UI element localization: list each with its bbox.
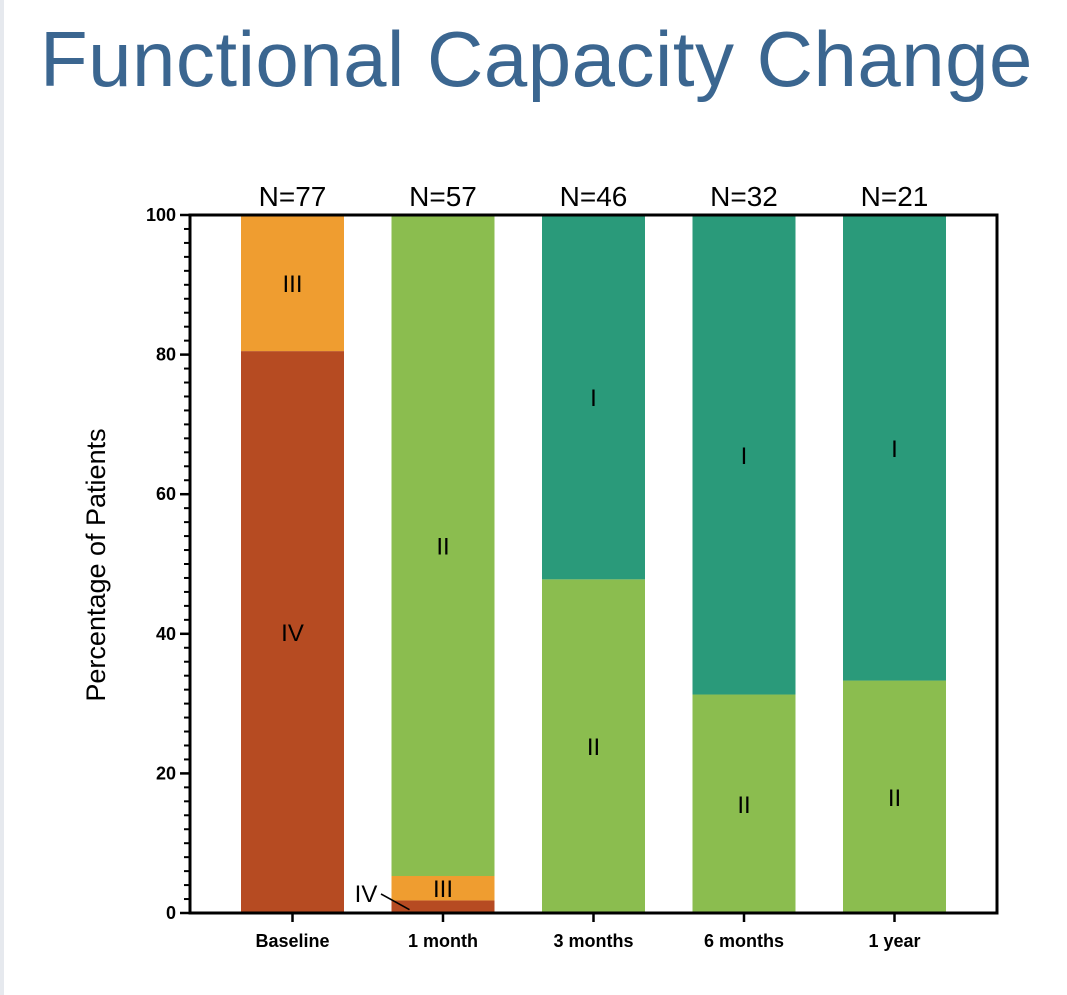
annotation-leader-1-month-class-iv bbox=[380, 893, 410, 911]
segment-label-3-months-class-i: I bbox=[590, 385, 597, 412]
bar-1-month-class-iii bbox=[391, 876, 495, 901]
y-tick-label-80: 80 bbox=[156, 345, 176, 365]
y-tick-label-100: 100 bbox=[146, 205, 176, 225]
bar-baseline-class-iv bbox=[241, 351, 344, 913]
x-tick-labels-layer: Baseline 1 month 3 months 6 months 1 year bbox=[255, 931, 920, 951]
axes-layer: 0 20 40 60 80 100 bbox=[146, 205, 999, 923]
bar-1-year-class-ii bbox=[843, 680, 946, 913]
segment-label-6-months-class-i: I bbox=[741, 443, 748, 470]
page-edge bbox=[0, 0, 4, 995]
bar-6-months-class-ii bbox=[692, 694, 796, 913]
bars-layer bbox=[241, 215, 946, 913]
segment-label-1-year-class-i: I bbox=[891, 436, 898, 463]
segment-label-1-month-class-iii: III bbox=[433, 876, 453, 903]
bar-baseline-class-iii bbox=[241, 215, 344, 352]
segment-label-1-month-class-ii: II bbox=[436, 534, 449, 561]
segment-label-baseline-class-iii: III bbox=[282, 271, 302, 298]
x-tick-label-1-month: 1 month bbox=[408, 931, 478, 951]
y-tick-label-60: 60 bbox=[156, 484, 176, 504]
sample-size-6-months: N=32 bbox=[710, 181, 778, 212]
y-tick-label-0: 0 bbox=[166, 903, 176, 923]
chart-title: Functional Capacity Change bbox=[40, 15, 1033, 103]
segment-label-baseline-class-iv: IV bbox=[281, 620, 304, 647]
sample-size-1-year: N=21 bbox=[861, 181, 929, 212]
bar-3-months-class-ii bbox=[542, 579, 645, 913]
y-tick-label-20: 20 bbox=[156, 763, 176, 783]
x-tick-label-6-months: 6 months bbox=[704, 931, 784, 951]
x-tick-label-1-year: 1 year bbox=[868, 931, 920, 951]
bar-1-month-class-ii bbox=[391, 215, 495, 877]
segment-label-1-year-class-ii: II bbox=[888, 785, 901, 812]
x-tick-label-baseline: Baseline bbox=[255, 931, 329, 951]
sample-size-baseline: N=77 bbox=[259, 181, 327, 212]
segment-label-6-months-class-ii: II bbox=[737, 792, 750, 819]
bar-6-months-class-i bbox=[692, 215, 796, 695]
annotation-1-month-class-iv: IV bbox=[355, 881, 378, 908]
segment-label-3-months-class-ii: II bbox=[587, 734, 600, 761]
y-axis-label: Percentage of Patients bbox=[81, 428, 111, 701]
sample-size-3-months: N=46 bbox=[560, 181, 628, 212]
sample-size-1-month: N=57 bbox=[409, 181, 477, 212]
x-tick-label-3-months: 3 months bbox=[553, 931, 633, 951]
bar-1-month-class-iv bbox=[391, 900, 495, 913]
sample-size-labels-layer: N=77 N=57 N=46 N=32 N=21 bbox=[259, 181, 929, 212]
bar-3-months-class-i bbox=[542, 215, 645, 580]
y-tick-label-40: 40 bbox=[156, 624, 176, 644]
bar-1-year-class-i bbox=[843, 215, 946, 681]
